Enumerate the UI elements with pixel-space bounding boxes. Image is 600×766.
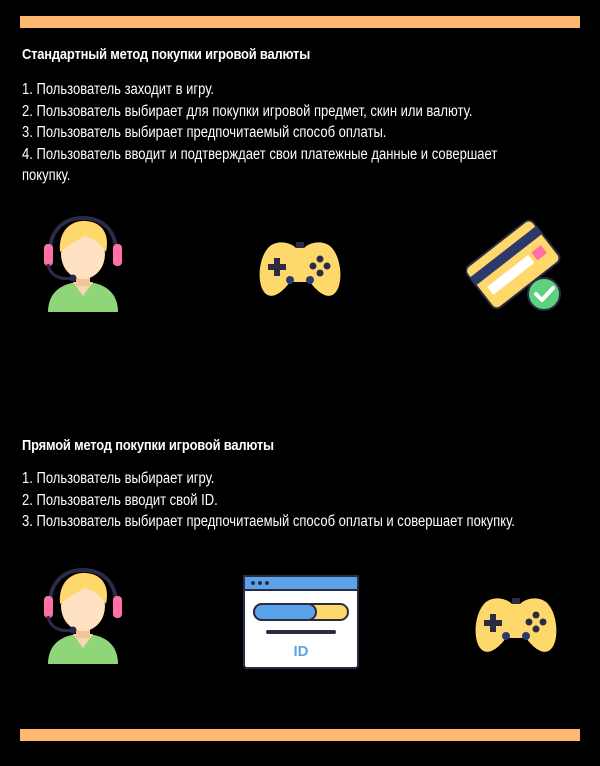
id-label: ID — [294, 643, 309, 660]
direct-method-title: Прямой метод покупки игровой валюты — [22, 437, 274, 454]
standard-step-1: 1. Пользователь заходит в игру. — [22, 81, 215, 98]
user-headset-icon — [40, 216, 126, 314]
bottom-accent-bar — [20, 729, 580, 741]
user-headset-icon — [40, 568, 126, 666]
standard-step-4: 4. Пользователь вводит и подтверждает св… — [22, 145, 498, 185]
standard-method-steps: 1. Пользователь заходит в игру. 2. Польз… — [22, 79, 560, 187]
direct-step-2: 2. Пользователь вводит свой ID. — [22, 491, 218, 509]
standard-step-2: 2. Пользователь выбирает для покупки игр… — [22, 102, 473, 120]
top-accent-bar — [20, 16, 580, 28]
direct-method-steps: 1. Пользователь выбирает игру. 2. Пользо… — [22, 468, 560, 533]
credit-card-check-icon — [466, 216, 566, 314]
gamepad-icon — [472, 592, 560, 656]
standard-step-3: 3. Пользователь выбирает предпочитаемый … — [22, 124, 387, 141]
standard-method-title: Стандартный метод покупки игровой валюты — [22, 46, 311, 63]
id-window-icon: ID — [242, 574, 360, 670]
direct-step-1: 1. Пользователь выбирает игру. — [22, 470, 215, 487]
gamepad-icon — [256, 236, 344, 300]
direct-step-3: 3. Пользователь выбирает предпочитаемый … — [22, 513, 515, 530]
